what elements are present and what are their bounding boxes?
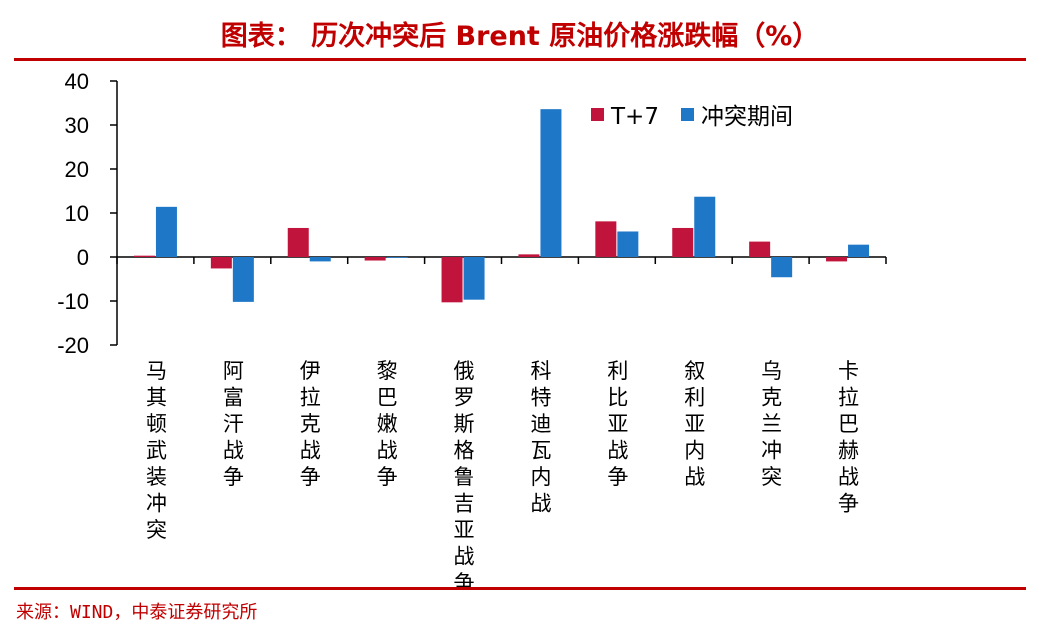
bar-conflict [309,257,331,262]
legend-label: T+7 [610,104,659,130]
legend-label: 冲突期间 [701,104,793,130]
top-divider [14,58,1026,61]
y-tick-label: 10 [65,201,89,226]
bar-conflict [771,257,793,278]
bottom-divider [14,587,1026,590]
bar-t7 [364,257,386,261]
bar-conflict [617,231,639,257]
bar-t7 [133,255,155,257]
y-tick-label: -10 [57,289,89,314]
bar-t7 [441,257,463,303]
y-tick-label: 40 [65,69,89,94]
source-note: 来源：WIND，中泰证券研究所 [16,602,258,623]
chart-legend: T+7 冲突期间 [591,104,793,130]
category-label: 马其顿武装冲突 [146,359,167,542]
bar-conflict [848,244,870,257]
chart-axes: 40 30 20 10 0 -10 -20 [57,69,887,358]
bar-conflict [386,257,408,258]
bar-t7 [595,221,617,257]
category-label: 俄罗斯格鲁吉亚战争 [454,359,475,590]
bar-conflict [155,206,177,257]
category-label: 卡拉巴赫战争 [838,359,859,516]
bar-t7 [287,227,309,257]
category-label: 伊拉克战争 [300,359,321,489]
category-label: 科特迪瓦内战 [530,359,551,516]
bar-t7 [518,254,540,257]
legend-swatch [591,108,604,121]
y-tick-label: -20 [57,333,89,358]
legend-swatch [681,108,694,121]
category-label: 利比亚战争 [607,359,628,489]
category-label: 叙利亚内战 [684,359,705,489]
chart-title: 图表： 历次冲突后 Brent 原油价格涨跌幅（%） [220,21,820,52]
bar-t7 [826,257,848,262]
bar-t7 [210,257,232,269]
category-label: 阿富汗战争 [223,359,244,489]
bar-t7 [749,241,771,257]
y-tick-label: 20 [65,157,89,182]
bar-conflict [540,109,562,257]
title-bar: 图表： 历次冲突后 Brent 原油价格涨跌幅（%） [0,0,1040,62]
y-tick-label: 0 [77,245,89,270]
bar-conflict [232,257,254,302]
chart-bars [133,109,870,303]
category-labels: 马其顿武装冲突 阿富汗战争 伊拉克战争 黎巴嫩战争 俄罗斯格鲁吉亚战争 科特迪瓦内战 利比亚… [146,359,859,590]
y-tick-label: 30 [65,113,89,138]
bar-chart: 40 30 20 10 0 -10 -20 马其顿武装冲突 阿富汗战争 伊拉克战争 黎巴嫩战争 俄罗… [57,69,887,590]
bar-conflict [694,196,716,257]
category-label: 乌克兰冲突 [761,359,782,489]
bar-conflict [463,257,485,300]
bar-t7 [672,227,694,257]
category-label: 黎巴嫩战争 [377,359,398,489]
